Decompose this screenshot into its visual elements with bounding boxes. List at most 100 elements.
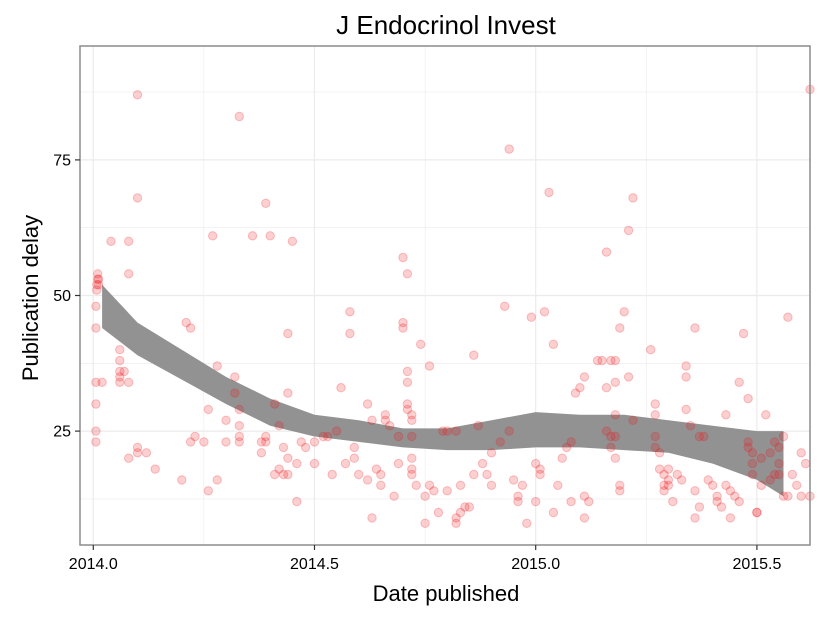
data-point: [407, 410, 417, 420]
data-point: [725, 513, 736, 523]
data-point: [628, 193, 638, 203]
data-point: [124, 269, 134, 279]
data-point: [402, 404, 413, 415]
smooth-confidence-band: [102, 284, 784, 497]
data-point: [115, 345, 125, 355]
data-point: [778, 431, 789, 442]
data-point: [654, 448, 665, 458]
data-point: [115, 366, 125, 377]
data-point: [442, 426, 452, 436]
data-point: [115, 355, 125, 366]
data-point: [562, 442, 572, 453]
data-point: [677, 475, 687, 485]
data-point: [761, 410, 771, 420]
data-point: [345, 307, 355, 317]
data-point: [548, 339, 559, 349]
data-point: [132, 442, 143, 453]
data-point: [610, 453, 620, 463]
data-point: [570, 388, 581, 398]
data-point: [132, 193, 143, 203]
data-point: [672, 469, 682, 480]
data-point: [141, 448, 152, 458]
data-point: [615, 480, 625, 490]
data-point: [402, 399, 413, 409]
data-point: [398, 317, 408, 328]
data-point: [331, 426, 342, 436]
data-point: [500, 301, 510, 311]
data-point: [606, 442, 616, 453]
data-point: [730, 491, 740, 501]
data-point: [256, 437, 267, 447]
y-axis: 25 50 75: [53, 152, 80, 441]
data-point: [646, 345, 656, 355]
data-point: [362, 399, 373, 409]
data-point: [309, 437, 320, 447]
data-point: [247, 231, 258, 241]
data-point: [261, 437, 271, 447]
data-point: [283, 328, 293, 339]
data-point: [398, 252, 408, 263]
data-point: [712, 496, 722, 507]
data-point: [752, 507, 762, 518]
data-point: [203, 486, 214, 496]
data-point: [185, 323, 196, 333]
data-point: [92, 285, 102, 295]
data-point: [615, 486, 625, 496]
data-point: [283, 469, 293, 480]
data-point: [690, 513, 700, 523]
data-point: [668, 496, 678, 507]
data-point: [212, 475, 222, 485]
data-point: [91, 377, 101, 387]
data-point: [460, 502, 470, 512]
data-point: [124, 377, 134, 387]
y-tick-label: 50: [53, 288, 71, 305]
data-point: [694, 431, 705, 442]
data-point: [287, 236, 298, 247]
data-point: [734, 377, 744, 387]
data-point: [402, 269, 413, 279]
data-point: [407, 469, 417, 480]
data-point: [752, 507, 762, 518]
data-point: [787, 469, 797, 480]
data-point: [389, 491, 399, 501]
data-point: [601, 383, 612, 393]
data-point: [619, 307, 629, 317]
data-point: [327, 469, 337, 480]
data-point: [323, 431, 333, 442]
data-point: [261, 431, 271, 442]
data-point: [181, 317, 191, 328]
data-point: [345, 328, 355, 339]
data-point: [93, 269, 103, 279]
data-point: [203, 404, 214, 415]
data-point: [504, 426, 514, 436]
data-point: [256, 448, 267, 458]
data-point: [420, 491, 430, 501]
data-point: [407, 431, 417, 442]
data-point: [522, 518, 532, 528]
data-point: [800, 458, 811, 469]
data-point: [743, 442, 753, 453]
data-point: [469, 350, 479, 360]
x-tick-label: 2014.0: [69, 556, 118, 573]
data-point: [124, 236, 134, 247]
data-point: [429, 486, 439, 496]
data-point: [650, 431, 660, 442]
data-point: [385, 421, 395, 431]
data-point: [606, 431, 616, 442]
data-point: [601, 426, 612, 436]
data-point: [623, 372, 634, 382]
data-point: [93, 274, 103, 284]
data-point: [765, 475, 775, 485]
data-point: [91, 437, 101, 447]
data-point: [508, 475, 519, 485]
data-point: [663, 480, 674, 490]
data-point: [185, 437, 196, 447]
data-point: [270, 399, 280, 409]
data-point: [517, 480, 528, 490]
data-point: [433, 507, 444, 518]
data-point: [482, 469, 492, 480]
data-point: [792, 480, 802, 490]
data-point: [553, 480, 563, 490]
data-point: [278, 469, 289, 480]
